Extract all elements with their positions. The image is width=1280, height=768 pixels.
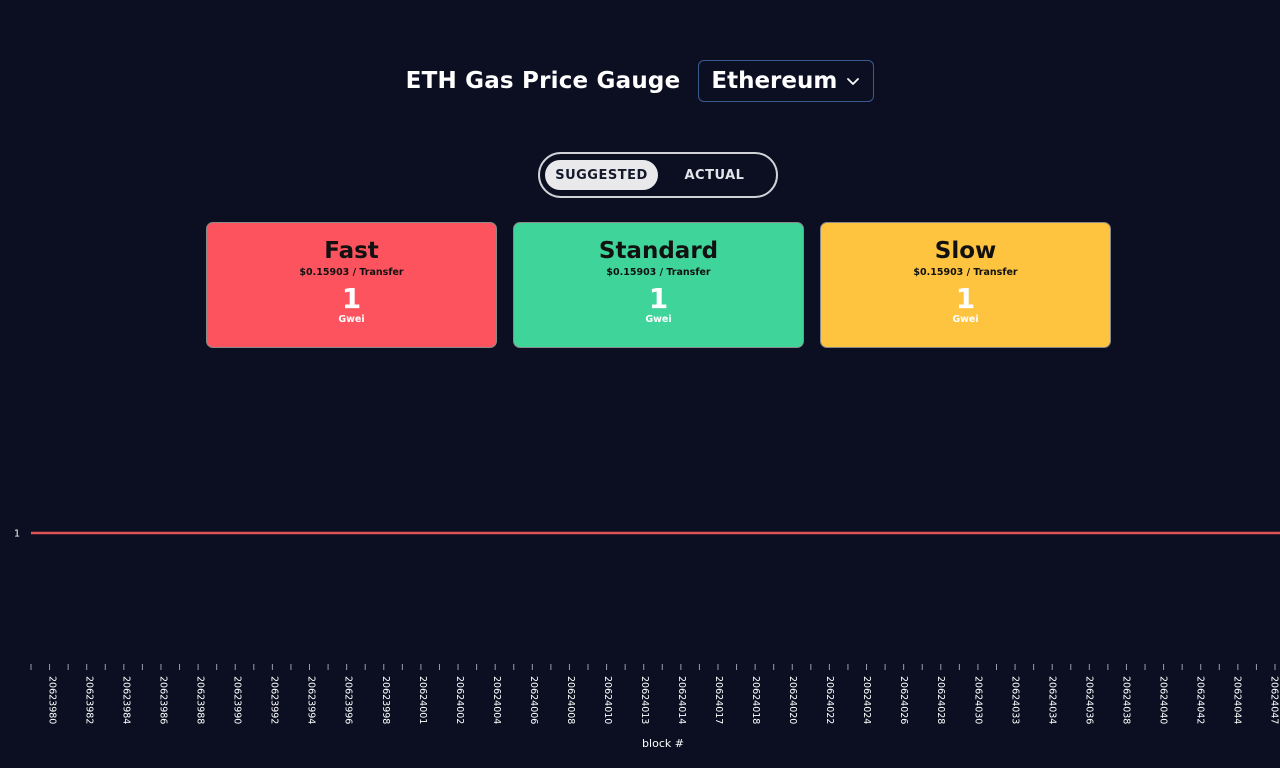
header: ETH Gas Price Gauge Ethereum	[0, 58, 1280, 104]
network-label: Ethereum	[711, 68, 838, 94]
x-tick-label: 20623994	[306, 676, 317, 724]
card-cost: $0.15903 / Transfer	[606, 267, 711, 278]
x-tick-label: 20624008	[565, 676, 576, 724]
card-slow[interactable]: Slow $0.15903 / Transfer 1 Gwei	[820, 222, 1111, 348]
page-title: ETH Gas Price Gauge	[405, 68, 681, 94]
x-tick-label: 20623996	[343, 676, 354, 724]
mode-toggle: SUGGESTED ACTUAL	[538, 152, 778, 198]
card-title: Slow	[934, 238, 997, 264]
x-tick-label: 20623990	[232, 676, 243, 724]
x-tick-label: 20624047	[1269, 676, 1280, 724]
card-title: Fast	[324, 238, 379, 264]
card-cost: $0.15903 / Transfer	[913, 267, 1018, 278]
x-tick-label: 20623980	[47, 676, 58, 724]
x-tick-label: 20624030	[972, 676, 983, 724]
chevron-down-icon	[847, 78, 860, 85]
x-tick-label: 20624036	[1083, 676, 1094, 724]
card-unit: Gwei	[338, 314, 365, 325]
x-tick-label: 20623992	[269, 676, 280, 724]
x-tick-label: 20624022	[824, 676, 835, 724]
x-tick-label: 20624028	[935, 676, 946, 724]
x-tick-label: 20624033	[1009, 676, 1020, 724]
x-tick-label: 20623984	[121, 676, 132, 724]
x-tick-label: 20623988	[195, 676, 206, 724]
x-axis-title: block #	[642, 737, 684, 750]
y-tick-label: 1	[14, 529, 20, 540]
card-standard[interactable]: Standard $0.15903 / Transfer 1 Gwei	[513, 222, 804, 348]
x-tick-label: 20624026	[898, 676, 909, 724]
card-value: 1	[648, 282, 669, 315]
x-tick-label: 20624010	[602, 676, 613, 724]
x-tick-label: 20624014	[676, 676, 687, 724]
x-tick-label: 20624042	[1194, 676, 1205, 724]
x-tick-label: 20624001	[417, 676, 428, 724]
card-unit: Gwei	[952, 314, 979, 325]
card-title: Standard	[598, 238, 719, 264]
card-value: 1	[955, 282, 976, 315]
x-tick-label: 20624034	[1046, 676, 1057, 724]
gas-cards: Fast $0.15903 / Transfer 1 Gwei Standard…	[206, 222, 1111, 348]
x-tick-label: 20624002	[454, 676, 465, 724]
x-tick-label: 20624017	[713, 676, 724, 724]
toggle-suggested[interactable]: SUGGESTED	[545, 160, 658, 190]
x-tick-label: 20624004	[491, 676, 502, 724]
x-tick-label: 20623998	[380, 676, 391, 724]
x-tick-label: 20624024	[861, 676, 872, 724]
card-value: 1	[341, 282, 362, 315]
x-tick-label: 20624020	[787, 676, 798, 724]
x-tick-label: 20624040	[1157, 676, 1168, 724]
x-tick-label: 20624044	[1231, 676, 1242, 724]
card-cost: $0.15903 / Transfer	[299, 267, 404, 278]
x-tick-label: 20624038	[1120, 676, 1131, 724]
card-fast[interactable]: Fast $0.15903 / Transfer 1 Gwei	[206, 222, 497, 348]
x-tick-label: 20624013	[639, 676, 650, 724]
card-unit: Gwei	[645, 314, 672, 325]
network-select[interactable]: Ethereum	[698, 60, 875, 102]
x-tick-label: 20623986	[158, 676, 169, 724]
x-tick-label: 20624018	[750, 676, 761, 724]
toggle-actual[interactable]: ACTUAL	[684, 167, 745, 183]
x-tick-label: 20623982	[84, 676, 95, 724]
x-tick-label: 20624006	[528, 676, 539, 724]
